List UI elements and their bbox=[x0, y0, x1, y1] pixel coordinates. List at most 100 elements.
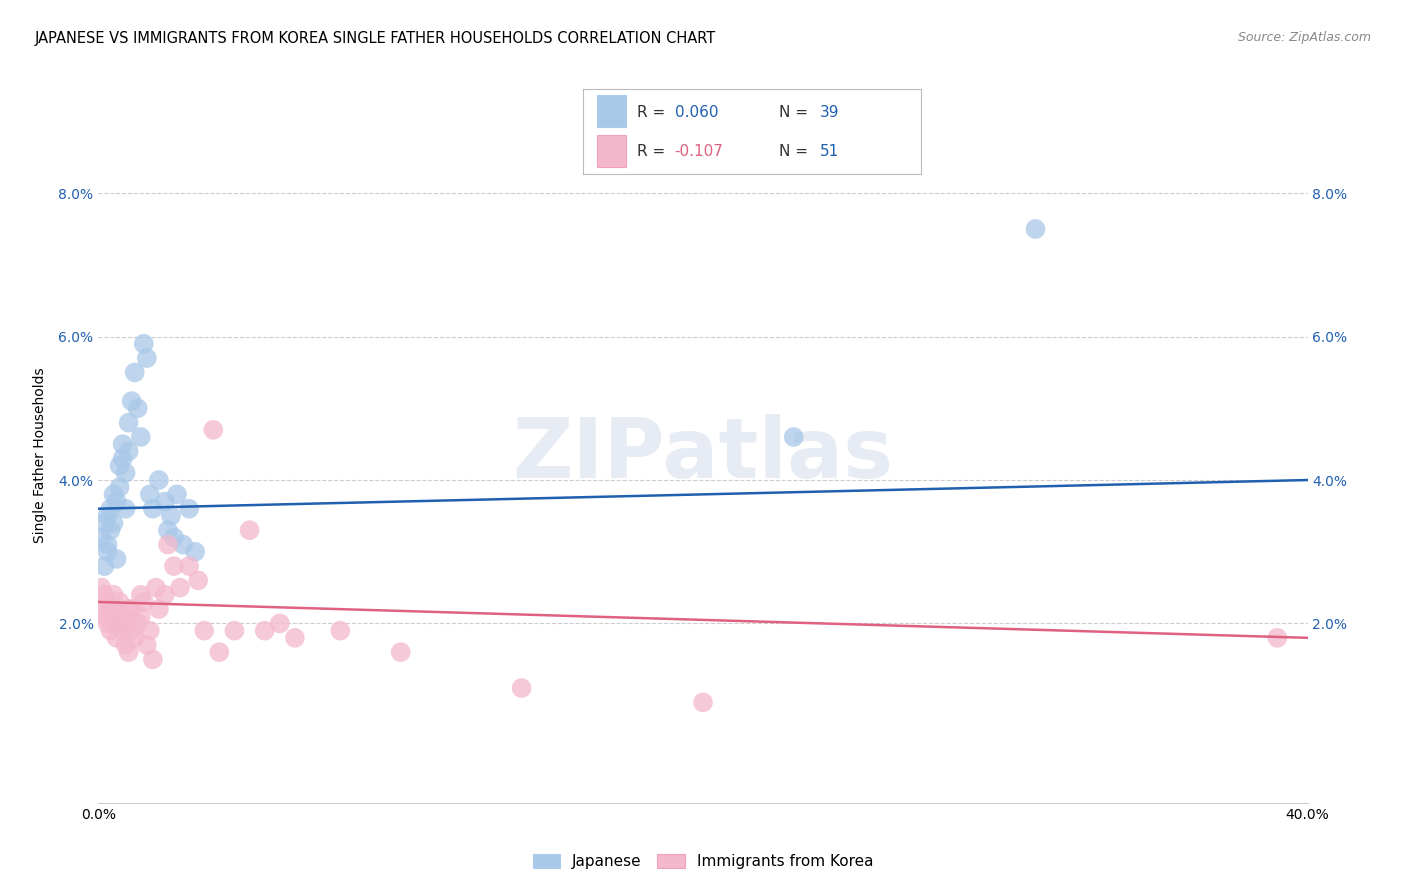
Point bbox=[103, 588, 125, 602]
Point bbox=[108, 480, 131, 494]
Point bbox=[135, 351, 157, 365]
Point bbox=[129, 609, 152, 624]
Point bbox=[90, 530, 112, 544]
Point bbox=[153, 494, 176, 508]
Point bbox=[510, 681, 533, 695]
Point bbox=[118, 444, 141, 458]
Point bbox=[118, 645, 141, 659]
Point bbox=[93, 516, 115, 530]
Point bbox=[163, 530, 186, 544]
Point bbox=[1024, 222, 1046, 236]
Text: N =: N = bbox=[779, 104, 813, 120]
Point bbox=[160, 508, 183, 523]
Point bbox=[224, 624, 246, 638]
Point bbox=[129, 588, 152, 602]
Point bbox=[139, 624, 162, 638]
Point bbox=[132, 336, 155, 351]
Point bbox=[129, 430, 152, 444]
Legend: Japanese, Immigrants from Korea: Japanese, Immigrants from Korea bbox=[526, 848, 880, 875]
Text: Source: ZipAtlas.com: Source: ZipAtlas.com bbox=[1237, 31, 1371, 45]
Point bbox=[148, 602, 170, 616]
Point bbox=[127, 616, 149, 631]
Point bbox=[142, 501, 165, 516]
Point bbox=[142, 652, 165, 666]
Text: JAPANESE VS IMMIGRANTS FROM KOREA SINGLE FATHER HOUSEHOLDS CORRELATION CHART: JAPANESE VS IMMIGRANTS FROM KOREA SINGLE… bbox=[35, 31, 717, 46]
Point bbox=[121, 394, 143, 409]
Point bbox=[135, 638, 157, 652]
Text: 0.060: 0.060 bbox=[675, 104, 718, 120]
Point bbox=[103, 487, 125, 501]
Point bbox=[108, 458, 131, 473]
Point bbox=[114, 616, 136, 631]
Point bbox=[96, 545, 118, 559]
Point bbox=[114, 466, 136, 480]
Point bbox=[153, 588, 176, 602]
Point bbox=[118, 416, 141, 430]
Point bbox=[121, 602, 143, 616]
Point bbox=[692, 695, 714, 709]
Y-axis label: Single Father Households: Single Father Households bbox=[34, 368, 48, 542]
Point bbox=[105, 631, 128, 645]
Point bbox=[105, 602, 128, 616]
Point bbox=[139, 487, 162, 501]
Point bbox=[105, 552, 128, 566]
Point bbox=[202, 423, 225, 437]
Point bbox=[156, 538, 179, 552]
Point bbox=[329, 624, 352, 638]
Point bbox=[100, 501, 122, 516]
Point bbox=[284, 631, 307, 645]
Text: R =: R = bbox=[637, 104, 671, 120]
Point bbox=[100, 624, 122, 638]
Point bbox=[108, 595, 131, 609]
Point bbox=[96, 595, 118, 609]
Point bbox=[111, 624, 134, 638]
Text: R =: R = bbox=[637, 144, 671, 159]
Point bbox=[193, 624, 215, 638]
Point bbox=[184, 545, 207, 559]
Point bbox=[269, 616, 291, 631]
Point bbox=[389, 645, 412, 659]
Point bbox=[93, 588, 115, 602]
Point bbox=[103, 516, 125, 530]
Point bbox=[90, 581, 112, 595]
Point bbox=[124, 366, 146, 380]
Point bbox=[118, 602, 141, 616]
Text: -0.107: -0.107 bbox=[675, 144, 724, 159]
Point bbox=[114, 501, 136, 516]
Text: ZIPatlas: ZIPatlas bbox=[513, 415, 893, 495]
Point bbox=[96, 538, 118, 552]
Text: 51: 51 bbox=[820, 144, 839, 159]
Point bbox=[90, 602, 112, 616]
Point bbox=[124, 631, 146, 645]
Point bbox=[100, 523, 122, 537]
Point bbox=[1267, 631, 1289, 645]
Point bbox=[783, 430, 806, 444]
Text: N =: N = bbox=[779, 144, 813, 159]
Point bbox=[114, 638, 136, 652]
Point bbox=[105, 494, 128, 508]
Point bbox=[187, 574, 209, 588]
Point bbox=[156, 523, 179, 537]
Point bbox=[100, 602, 122, 616]
Point bbox=[108, 616, 131, 631]
Point bbox=[103, 616, 125, 631]
Point bbox=[179, 501, 201, 516]
Text: 39: 39 bbox=[820, 104, 839, 120]
Point bbox=[93, 609, 115, 624]
Point bbox=[111, 451, 134, 466]
Point bbox=[253, 624, 276, 638]
Point bbox=[148, 473, 170, 487]
Point bbox=[208, 645, 231, 659]
Point bbox=[145, 581, 167, 595]
Point bbox=[172, 538, 194, 552]
Point bbox=[93, 559, 115, 574]
Point bbox=[96, 508, 118, 523]
Point bbox=[127, 401, 149, 416]
Point bbox=[163, 559, 186, 574]
Point bbox=[111, 609, 134, 624]
FancyBboxPatch shape bbox=[598, 135, 626, 167]
Point bbox=[132, 595, 155, 609]
Point bbox=[121, 624, 143, 638]
Point bbox=[96, 616, 118, 631]
Point bbox=[166, 487, 188, 501]
